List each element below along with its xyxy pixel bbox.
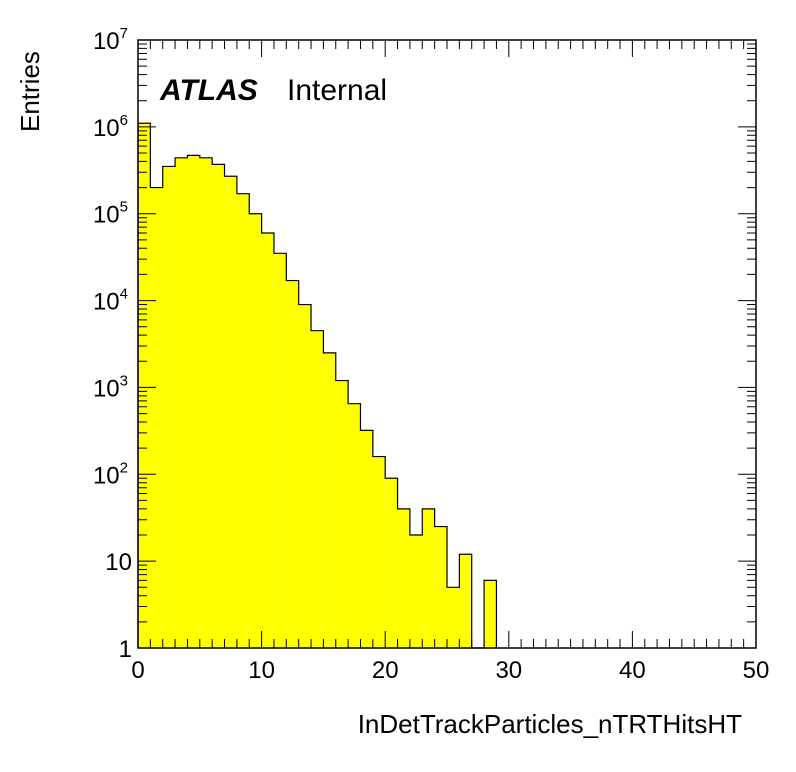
y-tick-label: 103: [93, 372, 128, 402]
y-tick-label: 105: [93, 199, 128, 229]
x-tick-label: 30: [495, 657, 522, 684]
internal-label: Internal: [287, 74, 387, 107]
histogram-bin: [187, 155, 200, 649]
histogram-bin: [236, 193, 250, 648]
histogram-bin: [162, 166, 176, 649]
x-tick-label: 20: [372, 657, 399, 684]
histogram-bin: [150, 187, 163, 648]
histogram-bin: [212, 164, 225, 648]
histogram-bin: [447, 587, 460, 648]
histogram-bin: [484, 580, 497, 648]
histogram-bin: [273, 253, 287, 648]
y-tick-label: 104: [93, 286, 128, 316]
atlas-label: ATLAS: [159, 74, 258, 107]
histogram-bin: [323, 352, 336, 648]
histogram-bin: [459, 554, 472, 648]
histogram-bin: [372, 456, 386, 648]
histogram-bin: [286, 280, 299, 648]
x-tick-label: 10: [248, 657, 275, 684]
x-tick-label: 50: [743, 657, 770, 684]
histogram-bin: [261, 232, 274, 648]
y-tick-label: 106: [93, 112, 128, 142]
histogram-bin: [409, 534, 423, 648]
histogram-bars: [137, 122, 498, 649]
histogram-bin: [335, 380, 349, 648]
histogram-bin: [348, 403, 361, 648]
x-tick-label: 40: [619, 657, 646, 684]
histogram-bin: [175, 157, 188, 649]
x-tick-labels: 0 10 20 30 40 50: [131, 657, 769, 684]
y-tick-labels: 1 10 102 103 104 105 106 107: [93, 25, 132, 663]
histogram-bin: [138, 123, 151, 648]
histogram-bin: [360, 430, 373, 648]
histogram-bin: [397, 508, 410, 648]
plot-frame: [137, 39, 757, 649]
histogram-bin: [224, 176, 237, 649]
y-tick-label: 107: [93, 25, 128, 55]
histogram-bin: [422, 508, 435, 648]
histogram-bin: [298, 304, 312, 648]
y-tick-label: 102: [93, 459, 128, 489]
y-axis-title: Entries: [15, 51, 45, 132]
y-tick-label: 10: [105, 549, 132, 576]
histogram-outline: [137, 122, 498, 649]
y-tick-label: 1: [119, 636, 132, 663]
x-axis-title: InDetTrackParticles_nTRTHitsHT: [358, 709, 742, 739]
x-tick-label: 0: [131, 657, 144, 684]
histogram-bin: [385, 478, 398, 648]
histogram-bin: [311, 330, 324, 648]
histogram-bin: [434, 526, 447, 648]
histogram-bin: [199, 157, 213, 649]
histogram-bin: [249, 213, 262, 648]
